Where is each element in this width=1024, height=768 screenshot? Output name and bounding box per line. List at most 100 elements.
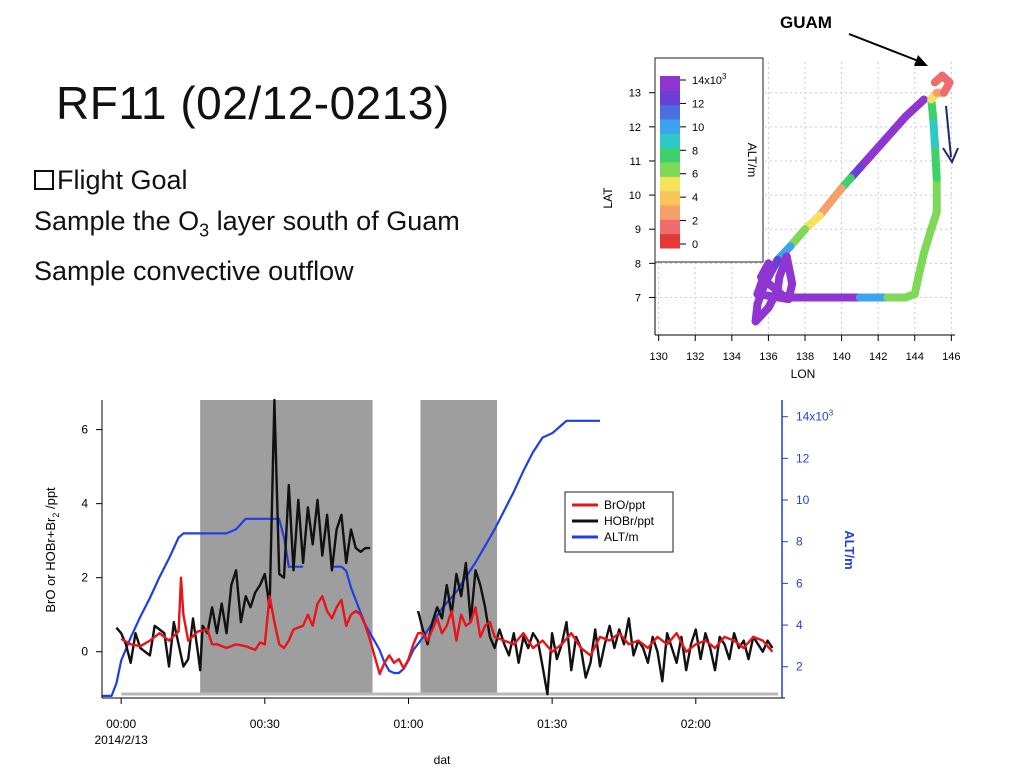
map-y-tick-label: 11 bbox=[630, 156, 641, 168]
right-y-tick-label: 12 bbox=[796, 451, 810, 465]
direction-arrow-head bbox=[942, 147, 959, 165]
right-y-tick-label: 8 bbox=[796, 535, 803, 549]
map-x-tick-label: 130 bbox=[649, 351, 667, 363]
colorbar-swatch bbox=[660, 190, 680, 206]
x-tick-label: 01:00 bbox=[393, 717, 423, 731]
colorbar-swatch bbox=[660, 104, 680, 120]
right-y-tick-label: 4 bbox=[796, 618, 803, 632]
colorbar-swatch bbox=[660, 76, 680, 91]
colorbar-tick-label: 2 bbox=[692, 216, 698, 228]
x-tick-label: 01:30 bbox=[537, 717, 567, 731]
map-x-tick-label: 144 bbox=[906, 351, 924, 363]
colorbar-tick-label: 0 bbox=[692, 239, 698, 251]
bullet-sample-o3: Sample the O3 layer south of Guam bbox=[34, 201, 460, 251]
page-title: RF11 (02/12-0213) bbox=[56, 77, 450, 129]
colorbar-tick-label: 4 bbox=[692, 192, 698, 204]
track-segment bbox=[929, 112, 939, 148]
track-segment bbox=[930, 71, 947, 87]
colorbar-swatch bbox=[660, 219, 680, 235]
colorbar-tick-label: 8 bbox=[692, 145, 698, 157]
track-segment bbox=[757, 272, 788, 300]
x-tick-label: 00:30 bbox=[250, 717, 280, 731]
map-y-tick-label: 7 bbox=[635, 292, 641, 304]
map-x-tick-label: 138 bbox=[796, 351, 814, 363]
map-y-tick-label: 8 bbox=[635, 258, 641, 270]
x-tick-label: 00:00 bbox=[106, 717, 136, 731]
bullet-flight-goal: Flight Goal bbox=[34, 160, 460, 201]
track-segment bbox=[874, 112, 910, 152]
colorbar-swatch bbox=[660, 205, 680, 220]
x-tick-label: 02:00 bbox=[681, 717, 711, 731]
left-y-tick-label: 2 bbox=[81, 571, 88, 585]
series-legend: BrO/ppt HOBr/ppt ALT/m bbox=[564, 491, 674, 553]
colorbar-label: ALT/m bbox=[745, 143, 759, 177]
checkbox-bullet-icon bbox=[34, 170, 54, 190]
track-segment bbox=[919, 225, 936, 258]
map-y-label: LAT bbox=[601, 187, 615, 209]
right-y-tick-label: 14x103 bbox=[796, 409, 834, 424]
bullet-text: Flight Goal bbox=[57, 165, 188, 195]
map-x-tick-label: 140 bbox=[832, 351, 850, 363]
right-y-tick-label: 10 bbox=[796, 493, 810, 507]
x-tick-sublabel: 2014/2/13 bbox=[94, 733, 148, 747]
left-y-label-main: BrO or HOBr+Br bbox=[43, 517, 58, 613]
map-y-tick-label: 9 bbox=[635, 224, 641, 236]
left-y-tick-label: 4 bbox=[81, 497, 88, 511]
legend-label: BrO/ppt bbox=[604, 498, 646, 512]
colorbar-tick-label: 12 bbox=[692, 98, 704, 110]
map-x-tick-label: 132 bbox=[686, 351, 704, 363]
track-segment bbox=[855, 143, 883, 172]
track-segment bbox=[782, 252, 797, 288]
track-segment bbox=[914, 249, 928, 281]
right-y-tick-label: 6 bbox=[796, 576, 803, 590]
x-ticks: 00:00 2014/2/13 00:30 01:00 01:30 02:00 bbox=[94, 698, 711, 747]
left-y-label-sub: 2 bbox=[51, 513, 61, 518]
flight-track bbox=[751, 71, 954, 326]
right-y-tick-label: 2 bbox=[796, 660, 803, 674]
colorbar-swatch bbox=[660, 90, 680, 106]
bullet-subscript: 3 bbox=[199, 220, 210, 241]
guam-arrow-head bbox=[914, 55, 928, 66]
track-segment bbox=[901, 95, 928, 121]
colorbar-exponent: 3 bbox=[722, 72, 727, 81]
bullet-text: Sample convective outflow bbox=[34, 256, 354, 287]
colorbar-ticks: 0 2 4 6 8 10 12 14x103 bbox=[680, 72, 727, 251]
guam-arrow-line bbox=[848, 33, 922, 63]
series-line-broppt bbox=[120, 576, 774, 676]
left-y-tick-label: 0 bbox=[81, 645, 88, 659]
series-lines bbox=[102, 398, 774, 698]
colorbar-swatch bbox=[660, 119, 680, 134]
map-y-tick-label: 12 bbox=[629, 122, 641, 134]
right-y-ticks: 2 4 6 8 10 12 14x103 bbox=[782, 409, 834, 674]
map-x-tick-label: 134 bbox=[723, 351, 741, 363]
map-x-label: LON bbox=[791, 367, 816, 381]
legend-label: ALT/m bbox=[604, 530, 638, 544]
map-y-ticks: 7 8 9 10 11 12 13 bbox=[629, 88, 655, 304]
map-y-tick-label: 13 bbox=[629, 88, 641, 100]
map-x-tick-label: 146 bbox=[942, 351, 960, 363]
legend-label: HOBr/ppt bbox=[604, 514, 655, 528]
right-y-axis-label: ALT/m bbox=[842, 530, 857, 569]
direction-arrow-line bbox=[945, 105, 952, 158]
map-y-tick-label: 10 bbox=[629, 190, 641, 202]
left-y-label-suffix: /ppt bbox=[43, 487, 58, 513]
colorbar-swatch bbox=[660, 147, 680, 163]
left-y-ticks: 0 2 4 6 bbox=[81, 423, 102, 659]
track-segment bbox=[930, 139, 941, 183]
x-axis-label: dat bbox=[434, 753, 451, 767]
flight-track-map: 130 132 134 136 138 140 142 144 146 78910111213 … bbox=[601, 13, 961, 381]
altitude-color-legend: 0 2 4 6 8 10 12 14x103 ALT/m bbox=[654, 57, 764, 263]
guam-label: GUAM bbox=[780, 13, 832, 32]
colorbar-swatch bbox=[660, 133, 680, 149]
right-y-exponent: 3 bbox=[829, 409, 834, 418]
altitude-colorbar bbox=[660, 76, 680, 249]
colorbar-swatch bbox=[660, 176, 680, 192]
colorbar-tick-label: 14x103 bbox=[692, 72, 727, 87]
left-y-axis-label: BrO or HOBr+Br2 /ppt bbox=[43, 487, 61, 613]
map-x-ticks: 130 132 134 136 138 140 142 144 146 bbox=[649, 335, 961, 363]
bullet-list: Flight Goal Sample the O3 layer south of… bbox=[34, 160, 460, 292]
series-line-hobrppt bbox=[416, 561, 774, 696]
colorbar-tick-label: 10 bbox=[692, 122, 704, 134]
